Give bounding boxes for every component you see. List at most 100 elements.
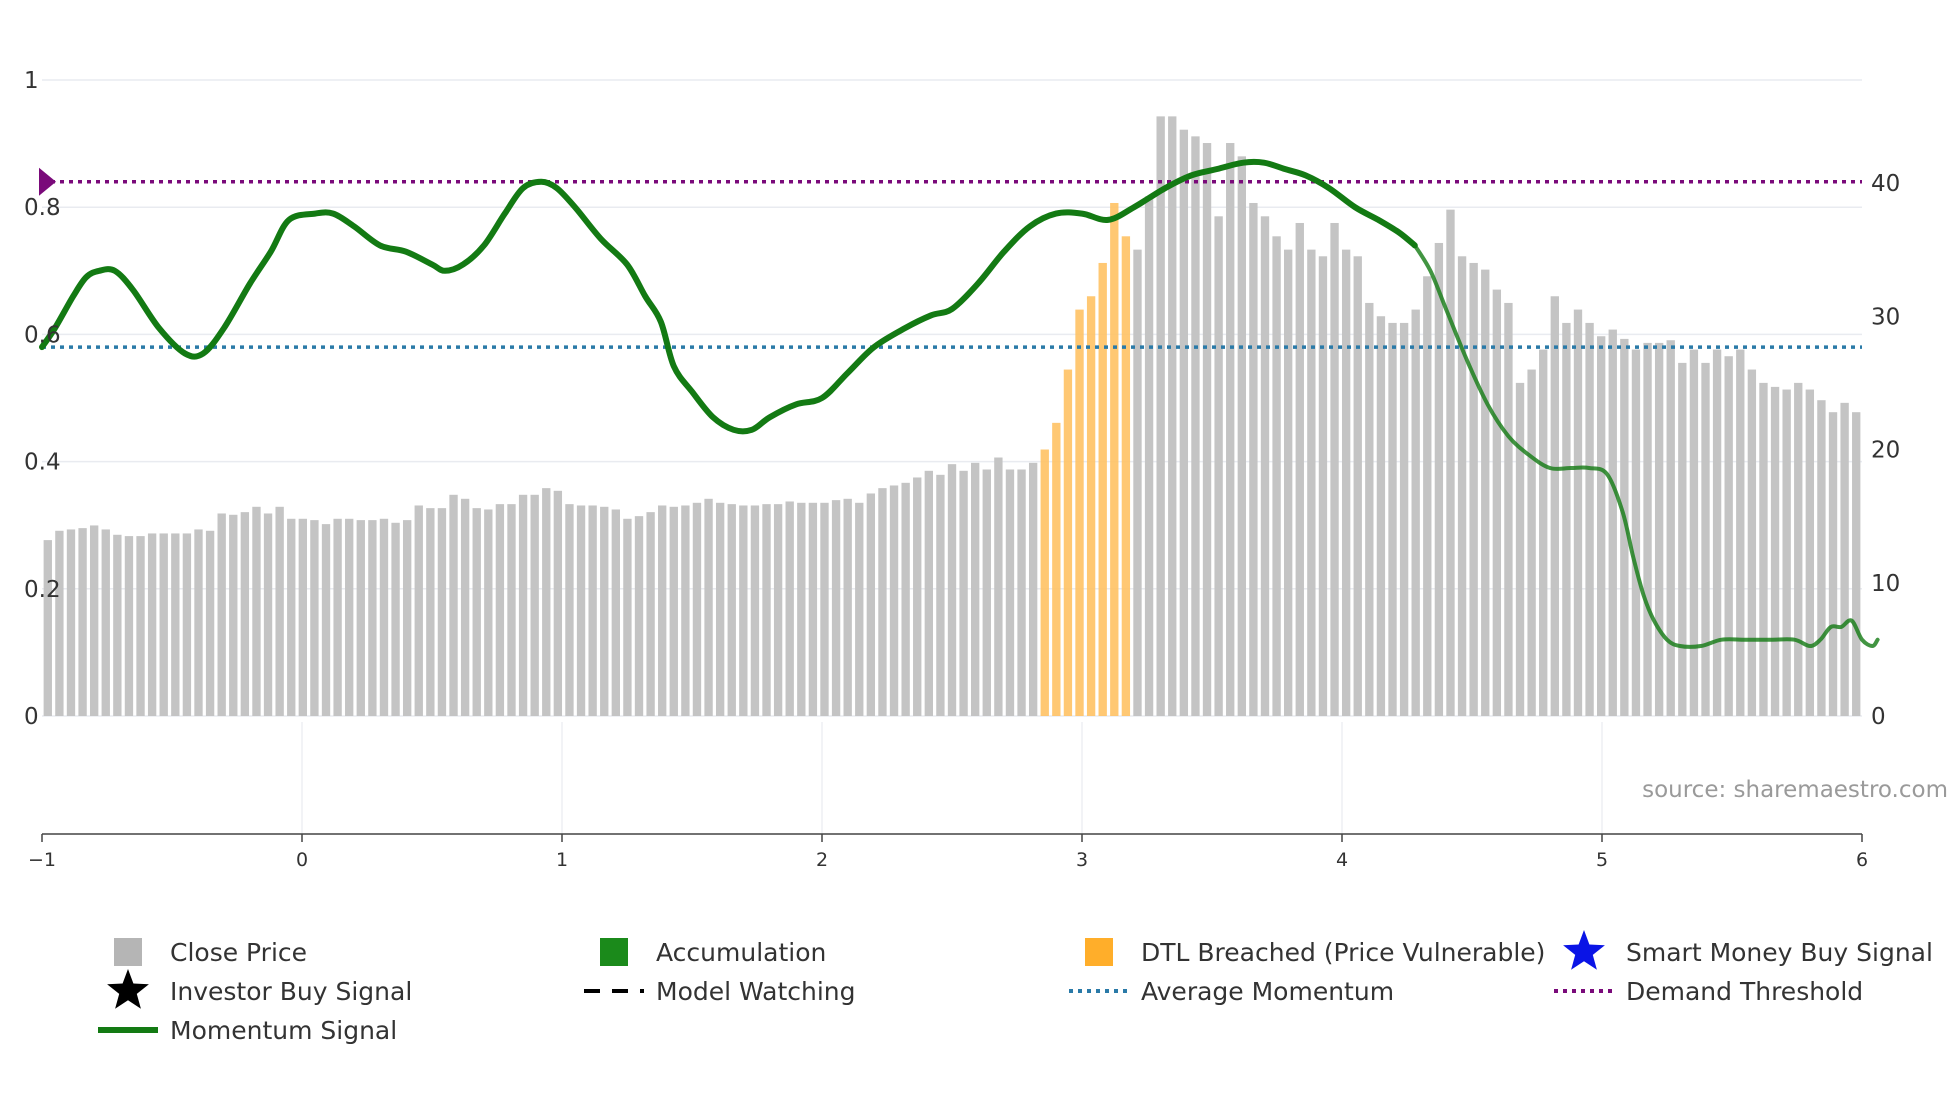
close-price-bar [1747, 369, 1757, 716]
close-price-bar [426, 508, 435, 716]
close-price-bar [1446, 209, 1455, 716]
close-price-bar [971, 462, 980, 716]
close-price-bar [1284, 249, 1293, 717]
legend-key-dtl-breached-price-vulnerable-label: DTL Breached (Price Vulnerable) [1141, 938, 1545, 967]
right-tick-label: 30 [1871, 304, 1900, 330]
close-price-bar [263, 513, 273, 716]
close-price-bar [310, 520, 319, 716]
close-price-bar [901, 482, 910, 716]
close-price-bars [43, 116, 1861, 717]
close-price-bar [1249, 202, 1258, 717]
close-price-bar [1133, 249, 1142, 717]
x-tick-label: 1 [556, 849, 568, 871]
left-tick-label: 0.8 [24, 195, 61, 221]
source-label: source: sharemaestro.com [1642, 777, 1948, 803]
close-price-bar [669, 506, 678, 716]
close-price-bar [773, 504, 783, 716]
close-price-bar [623, 518, 632, 716]
close-price-bar [1504, 302, 1513, 716]
close-price-bar [1678, 362, 1687, 716]
close-price-bar [959, 470, 968, 716]
close-price-bar [785, 501, 794, 716]
close-price-bar [240, 512, 250, 716]
close-price-bar [1539, 349, 1548, 716]
close-price-bar [1724, 356, 1733, 716]
close-price-bar [182, 533, 192, 716]
close-price-bar [1005, 469, 1015, 716]
close-price-bar [1330, 222, 1339, 716]
close-price-bar [1585, 322, 1594, 716]
x-tick-label: 5 [1596, 849, 1608, 871]
close-price-bar [495, 504, 505, 716]
close-price-bar [1179, 129, 1189, 716]
close-price-bar [739, 505, 748, 716]
close-price-bar [530, 494, 539, 716]
demand-threshold-marker [39, 167, 56, 196]
close-price-bar [1318, 256, 1328, 716]
close-price-bar [1562, 322, 1571, 716]
close-price-bar [913, 477, 922, 716]
close-price-bar [1597, 336, 1606, 716]
close-price-bar [681, 505, 690, 716]
close-price-bar [1852, 412, 1861, 716]
legend-key-close-price-swatch [114, 938, 142, 966]
close-price-bar [124, 536, 134, 716]
legend-key-demand-threshold-label: Demand Threshold [1626, 977, 1863, 1006]
dtl-breached-bar [1110, 202, 1119, 717]
legend-key-accumulation-swatch [600, 938, 628, 966]
close-price-bar [368, 520, 377, 716]
close-price-bar [1341, 249, 1351, 717]
close-price-bar [1770, 386, 1780, 716]
left-tick-label: 0.6 [24, 322, 61, 348]
dtl-breached-bar [1086, 296, 1096, 716]
close-price-bar [89, 525, 99, 716]
close-price-bar [762, 504, 771, 716]
close-price-bar [379, 518, 389, 716]
close-price-bar [333, 518, 342, 716]
close-price-bar [820, 502, 829, 716]
close-price-bar [507, 504, 516, 716]
close-price-bar [843, 498, 852, 716]
close-price-bar [1666, 340, 1675, 716]
close-price-bar [1028, 462, 1038, 716]
close-price-bar [414, 505, 423, 716]
close-price-bar [1828, 412, 1838, 716]
right-tick-label: 10 [1871, 571, 1900, 597]
close-price-bar [1689, 349, 1699, 716]
close-price-bar [576, 505, 586, 716]
close-price-bar [1631, 349, 1641, 716]
close-price-bar [66, 529, 76, 716]
close-price-bar [1481, 269, 1490, 716]
close-price-bar [229, 514, 238, 716]
close-price-bar [1573, 309, 1583, 716]
close-price-bar [1214, 216, 1223, 716]
close-price-bar [1202, 143, 1212, 716]
close-price-bar [171, 533, 180, 716]
x-tick-label: 6 [1856, 849, 1868, 871]
close-price-bar [588, 505, 597, 716]
close-price-bar [947, 464, 957, 716]
momentum-signal-line [39, 158, 1418, 435]
close-price-bar [1759, 382, 1768, 717]
x-tick-label: −1 [28, 849, 56, 871]
x-tick-label: 2 [816, 849, 828, 871]
close-price-bar [1654, 342, 1664, 716]
close-price-bar [1226, 143, 1235, 716]
close-price-bar [205, 530, 215, 716]
close-price-bar [1840, 402, 1849, 716]
close-price-bar [275, 506, 284, 716]
legend-key-accumulation-label: Accumulation [656, 938, 826, 967]
legend-key-dtl-breached-price-vulnerable-swatch [1085, 938, 1113, 966]
close-price-bar [866, 493, 876, 716]
left-tick-label: 1 [24, 68, 39, 94]
legend-key-investor-buy-signal-star-icon [107, 969, 149, 1009]
close-price-bar [1817, 400, 1826, 716]
dtl-breached-bar [1063, 369, 1073, 716]
close-price-bar [715, 502, 725, 716]
close-price-bar [1376, 316, 1386, 716]
close-price-bar [1805, 389, 1815, 716]
close-price-bar [402, 520, 412, 716]
close-price-bar [565, 504, 574, 716]
